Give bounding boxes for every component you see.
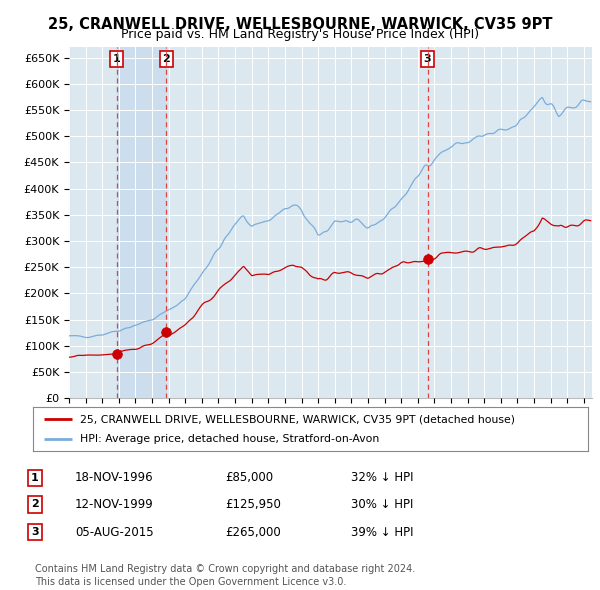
- Text: 18-NOV-1996: 18-NOV-1996: [75, 471, 154, 484]
- Text: Price paid vs. HM Land Registry's House Price Index (HPI): Price paid vs. HM Land Registry's House …: [121, 28, 479, 41]
- Text: 39% ↓ HPI: 39% ↓ HPI: [351, 526, 413, 539]
- Bar: [117, 47, 166, 398]
- Text: 05-AUG-2015: 05-AUG-2015: [75, 526, 154, 539]
- Text: 32% ↓ HPI: 32% ↓ HPI: [351, 471, 413, 484]
- Text: Contains HM Land Registry data © Crown copyright and database right 2024.
This d: Contains HM Land Registry data © Crown c…: [35, 564, 415, 587]
- Text: 2: 2: [31, 500, 38, 509]
- Text: 3: 3: [31, 527, 38, 537]
- Text: 3: 3: [424, 54, 431, 64]
- Text: 25, CRANWELL DRIVE, WELLESBOURNE, WARWICK, CV35 9PT (detached house): 25, CRANWELL DRIVE, WELLESBOURNE, WARWIC…: [80, 414, 515, 424]
- Text: £125,950: £125,950: [225, 498, 281, 511]
- Text: 1: 1: [113, 54, 121, 64]
- Text: £265,000: £265,000: [225, 526, 281, 539]
- Text: 1: 1: [31, 473, 38, 483]
- Text: 2: 2: [163, 54, 170, 64]
- Text: 30% ↓ HPI: 30% ↓ HPI: [351, 498, 413, 511]
- Text: 12-NOV-1999: 12-NOV-1999: [75, 498, 154, 511]
- Text: HPI: Average price, detached house, Stratford-on-Avon: HPI: Average price, detached house, Stra…: [80, 434, 379, 444]
- Text: £85,000: £85,000: [225, 471, 273, 484]
- Text: 25, CRANWELL DRIVE, WELLESBOURNE, WARWICK, CV35 9PT: 25, CRANWELL DRIVE, WELLESBOURNE, WARWIC…: [48, 17, 552, 31]
